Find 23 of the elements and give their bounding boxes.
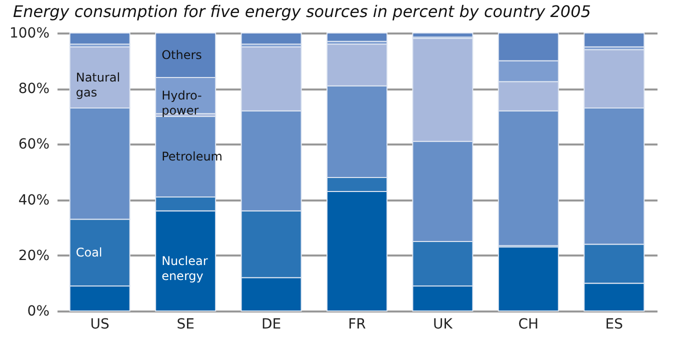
y-tick-label: 40% [18,192,50,208]
x-tick-label: UK [432,316,454,332]
x-tick-label: DE [261,316,282,332]
x-tick-label: SE [176,316,194,332]
series-label: Hydro-power [162,88,202,118]
x-tick-label: ES [605,316,624,332]
series-label: Coal [76,246,102,260]
y-tick-label: 80% [18,81,50,98]
chart-title: Energy consumption for five energy sources in percent by country 2005 [12,2,591,21]
y-tick-label: 20% [18,248,50,264]
x-tick-label: US [90,316,110,332]
bar [326,32,388,42]
y-tick-label: 0% [27,304,50,320]
y-tick-label: 60% [18,136,50,153]
series-label: Nuclear energy [162,254,208,283]
series-label: Natural gas [76,70,120,100]
y-tick-label: 100% [9,26,50,42]
bar [240,32,302,45]
series-label: Others [162,48,202,62]
bar [69,32,130,45]
bar [584,32,645,48]
x-tick-label: FR [348,316,366,332]
x-tick-label: CH [518,316,539,332]
